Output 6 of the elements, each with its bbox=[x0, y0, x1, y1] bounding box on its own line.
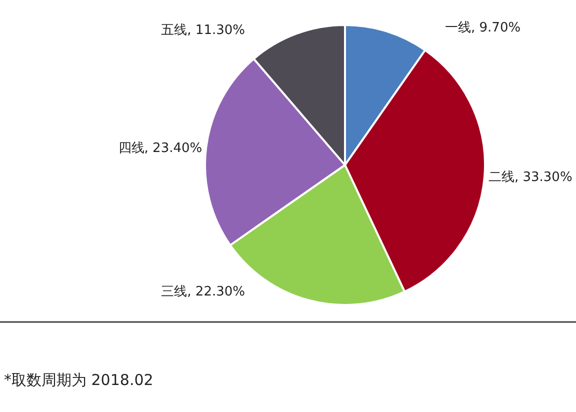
slice-label: 一线, 9.70% bbox=[445, 20, 521, 36]
slice-label: 二线, 33.30% bbox=[488, 170, 572, 186]
slice-label: 五线, 11.30% bbox=[161, 23, 245, 38]
slice-label: 四线, 23.40% bbox=[118, 140, 202, 156]
slice-label: 三线, 22.30% bbox=[161, 284, 245, 300]
text: *取数周期为 2018.02 bbox=[4, 371, 154, 389]
